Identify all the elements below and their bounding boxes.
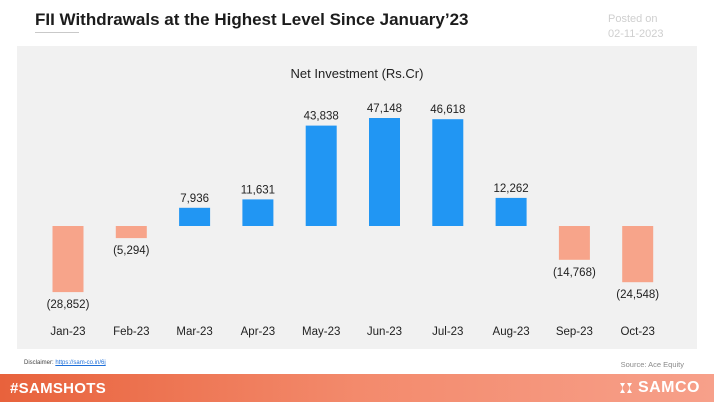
x-tick-oct-23: Oct-23: [620, 326, 655, 338]
posted-date: 02-11-2023: [608, 28, 664, 40]
x-tick-feb-23: Feb-23: [113, 326, 149, 338]
x-tick-aug-23: Aug-23: [493, 326, 530, 338]
bar-mar-23: [179, 207, 211, 226]
data-label-aug-23: 12,262: [494, 183, 529, 195]
bar-feb-23: [115, 226, 147, 239]
samco-logo-icon: [619, 383, 632, 393]
x-tick-sep-23: Sep-23: [556, 326, 593, 338]
data-label-feb-23: (5,294): [113, 245, 150, 257]
data-label-sep-23: (14,768): [553, 267, 596, 279]
data-label-oct-23: (24,548): [616, 289, 659, 301]
disclaimer-link[interactable]: https://sam-co.in/6j: [55, 360, 106, 366]
bar-jan-23: [52, 226, 84, 293]
x-tick-may-23: May-23: [302, 326, 340, 338]
data-label-jun-23: 47,148: [367, 103, 402, 115]
footer-bar: #SAMSHOTS SAMCO: [0, 374, 714, 402]
bar-aug-23: [495, 197, 527, 226]
bar-sep-23: [558, 226, 590, 260]
x-tick-jul-23: Jul-23: [432, 326, 463, 338]
posted-label: Posted on: [608, 13, 658, 25]
hashtag-label: #SAMSHOTS: [10, 380, 107, 397]
source-note: Source: Ace Equity: [620, 360, 684, 369]
page-title: FII Withdrawals at the Highest Level Sin…: [35, 10, 469, 29]
data-label-may-23: 43,838: [304, 111, 339, 123]
bar-oct-23: [622, 226, 654, 283]
posted-info: Posted on 02-11-2023: [608, 12, 688, 42]
bar-may-23: [305, 125, 337, 226]
x-tick-mar-23: Mar-23: [176, 326, 212, 338]
x-tick-apr-23: Apr-23: [241, 326, 276, 338]
disclaimer-label: Disclaimer:: [24, 360, 56, 366]
title-underline: [35, 32, 79, 33]
chart-panel: Net Investment (Rs.Cr) (28,852) (5,294) 7,…: [17, 46, 697, 349]
bar-jul-23: [432, 119, 464, 226]
data-label-mar-23: 7,936: [180, 193, 209, 205]
x-tick-jun-23: Jun-23: [367, 326, 402, 338]
brand-logo[interactable]: SAMCO: [618, 379, 700, 397]
bar-apr-23: [242, 199, 274, 226]
data-label-apr-23: 11,631: [241, 184, 275, 196]
x-tick-jan-23: Jan-23: [50, 326, 85, 338]
data-label-jul-23: 46,618: [430, 104, 465, 116]
chart-title: Net Investment (Rs.Cr): [291, 66, 424, 81]
bar-jun-23: [369, 118, 400, 226]
data-label-jan-23: (28,852): [47, 299, 90, 311]
brand-name: SAMCO: [637, 379, 700, 396]
disclaimer: Disclaimer: https://sam-co.in/6j: [24, 360, 106, 366]
net-investment-chart: Net Investment (Rs.Cr) (28,852) (5,294) 7,…: [47, 66, 660, 338]
